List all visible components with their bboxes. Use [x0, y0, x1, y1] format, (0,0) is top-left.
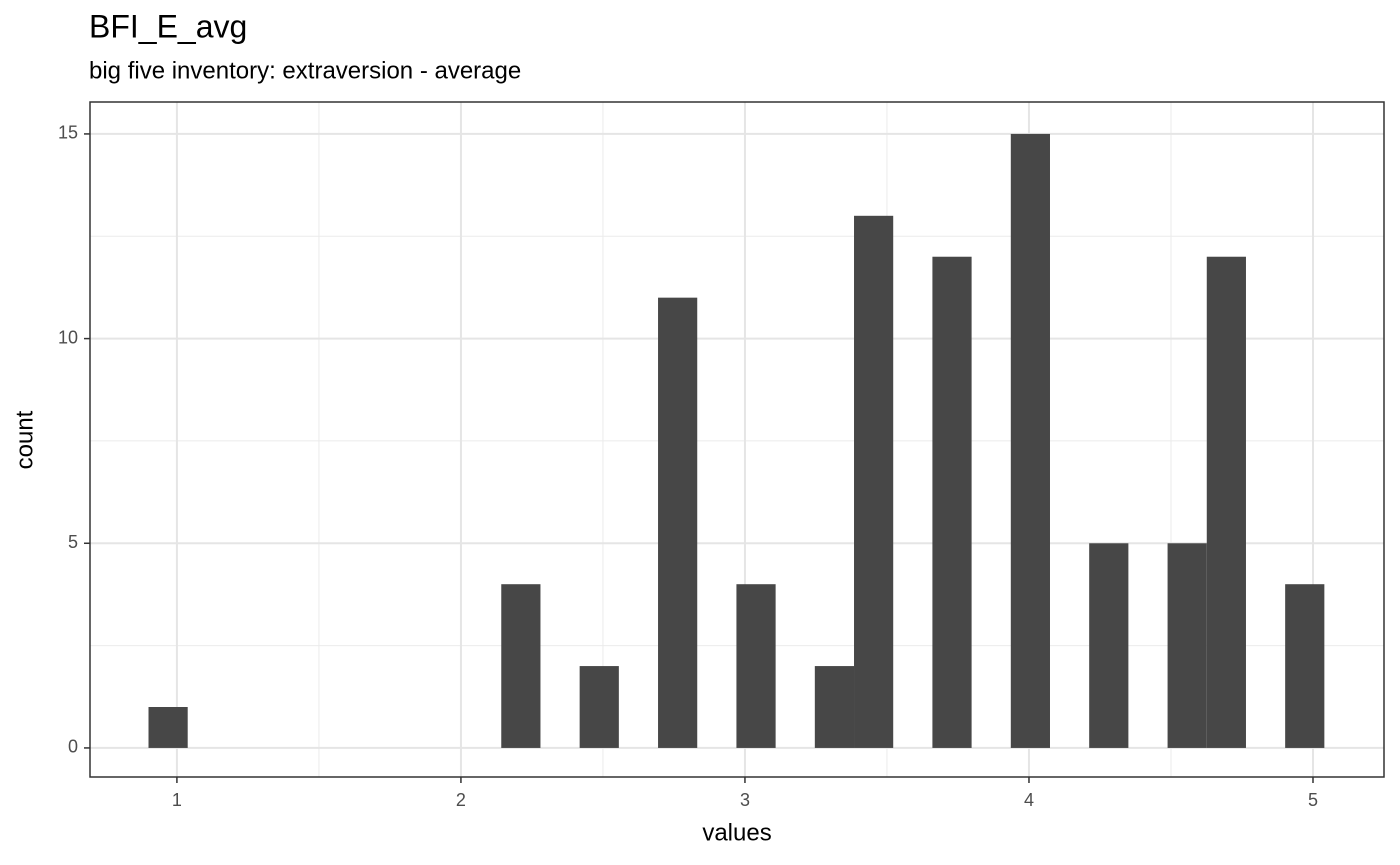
bar [814, 666, 855, 748]
chart-title: BFI_E_avg [89, 8, 247, 44]
x-tick-label: 5 [1308, 790, 1318, 810]
bar [854, 215, 894, 748]
y-tick-label: 10 [58, 327, 78, 347]
bar [579, 666, 619, 748]
bar [148, 707, 188, 748]
bar [1010, 133, 1050, 748]
x-tick-label: 4 [1024, 790, 1034, 810]
y-tick-label: 0 [68, 737, 78, 757]
bar [932, 256, 972, 748]
bar [1206, 256, 1246, 748]
bar [501, 584, 541, 748]
y-tick-label: 15 [58, 123, 78, 143]
bar [1167, 543, 1207, 748]
chart-subtitle: big five inventory: extraversion - avera… [89, 57, 521, 84]
y-axis-title: count [11, 410, 38, 469]
x-tick-label: 3 [740, 790, 750, 810]
x-tick-label: 1 [172, 790, 182, 810]
bar [658, 297, 698, 748]
x-axis-title: values [702, 819, 771, 846]
bar [736, 584, 776, 748]
bar [1285, 584, 1325, 748]
x-tick-label: 2 [456, 790, 466, 810]
plot-border [89, 101, 1385, 778]
y-tick-label: 5 [68, 532, 78, 552]
bar [1089, 543, 1129, 748]
